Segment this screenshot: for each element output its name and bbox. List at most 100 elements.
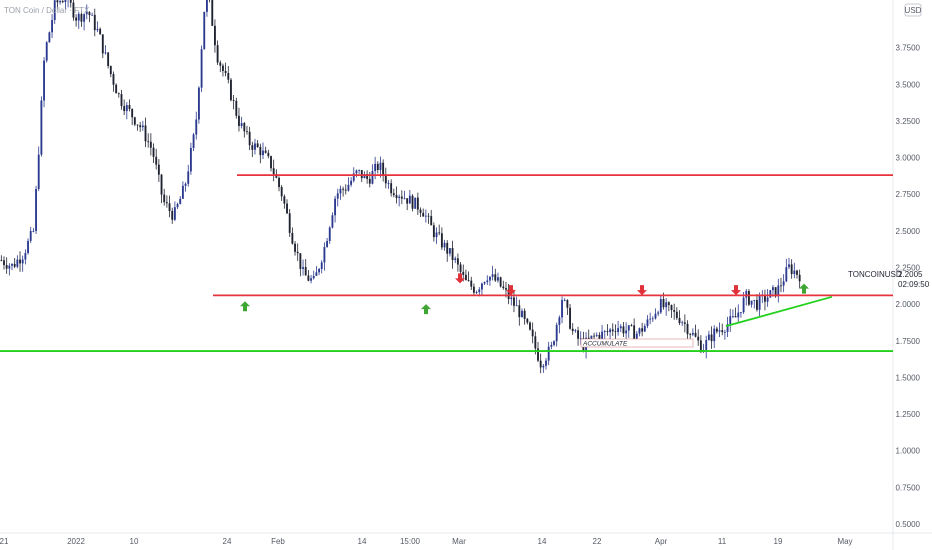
candle-body [342,188,345,190]
candle-body [200,49,203,88]
candle-body [187,171,190,184]
y-tick-label: 2.7500 [896,190,921,199]
candle-body [478,289,481,293]
candle-body [51,20,53,33]
candle-body [619,326,622,329]
x-tick-label: 2022 [67,537,85,546]
candle-body [120,94,123,107]
candle-body [491,274,494,277]
candle-body [526,318,529,323]
candle-body [790,264,793,275]
y-tick-label: 2.5000 [896,227,921,236]
trend-line [725,295,833,327]
candle-body [117,93,120,95]
candle-body [179,198,182,205]
candle-body [654,313,657,319]
candle-body [302,267,304,269]
candle-body [464,274,467,281]
candle-body [707,334,710,341]
candle-body [561,300,563,318]
candle-body [128,105,131,109]
candle-body [219,62,222,66]
candle-body [577,330,579,339]
candle-body [312,275,315,279]
candle-body [675,311,678,318]
candle-body [438,232,441,234]
candle-body [710,334,713,342]
candle-body [379,162,382,170]
candle-body [748,291,750,305]
candle-body [93,14,96,31]
candle-body [32,230,35,232]
symbol-label: TONCOINUSD [848,270,902,279]
candle-body [630,325,633,327]
candle-body [625,330,628,334]
x-tick-label: 15:00 [400,537,421,546]
candle-body [424,215,427,217]
candle-body [481,283,483,290]
candle-body [451,248,454,261]
candle-body [627,325,630,331]
candle-body [427,215,430,217]
candle-body [318,268,320,273]
candle-body [80,13,83,22]
candle-body [523,310,526,319]
candle-body [246,131,248,133]
candle-body [764,294,766,302]
candle-body [579,338,582,340]
candle-body [419,209,422,213]
candle-body [139,125,142,128]
candle-body [112,74,115,85]
candle-body [435,232,438,238]
candle-body [251,145,254,150]
candle-body [456,258,459,265]
y-tick-label: 0.5000 [896,520,921,529]
candle-body [785,267,788,282]
candle-body [753,300,756,301]
candle-body [125,105,128,112]
candle-body [731,316,734,317]
candle-body [646,319,649,327]
candle-body [288,213,291,233]
candle-body [691,332,694,335]
y-tick-label: 2.2500 [896,264,921,273]
candle-body [440,233,443,248]
candle-body [320,262,323,269]
down-arrow-icon [731,285,741,296]
candle-body [542,365,545,368]
candle-body [566,299,569,308]
candle-body [230,79,232,101]
y-tick-label: 1.0000 [896,447,921,456]
x-tick-label: 21 [0,537,9,546]
candle-body [382,162,385,175]
candle-body [547,346,550,361]
candle-body [788,264,790,268]
candle-body [756,300,758,310]
candle-body [358,170,361,171]
candle-body [83,14,86,22]
candle-body [75,17,78,21]
candle-body [238,115,240,127]
candle-body [723,331,726,333]
x-tick-label: May [837,537,852,546]
candle-body [315,272,318,276]
y-tick-label: 3.0000 [896,154,921,163]
candle-body [270,156,272,169]
candle-body [296,251,299,254]
candle-body [611,329,614,332]
candle-body [494,274,497,281]
candle-body [699,340,702,353]
candle-body [48,32,51,43]
candle-body [651,318,654,320]
currency-badge[interactable] [904,3,922,17]
candle-body [609,329,612,333]
candle-body [350,180,353,185]
candle-body [21,259,24,264]
candle-body [673,310,676,312]
candle-body [77,13,80,21]
candle-body [633,325,636,339]
candle-body [376,163,379,170]
candle-body [310,278,312,281]
candle-body [363,174,366,179]
